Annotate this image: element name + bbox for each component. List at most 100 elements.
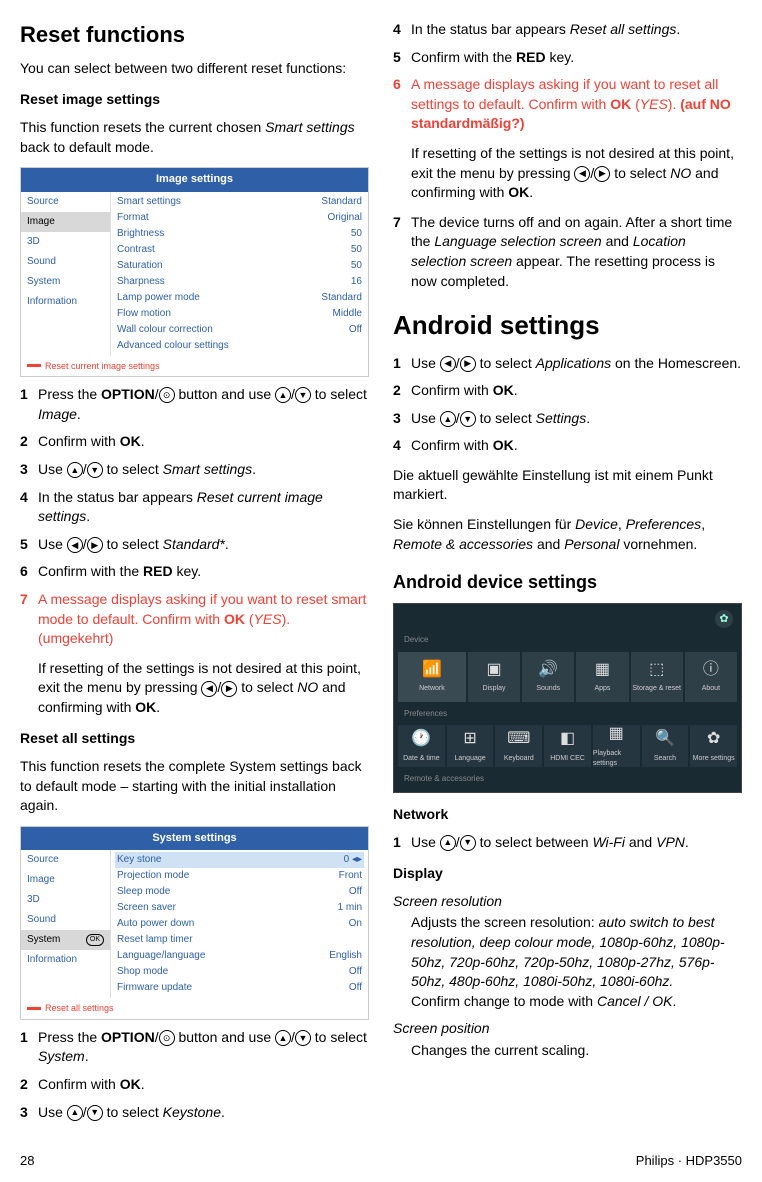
page-columns: Reset functions You can select between t… — [20, 20, 742, 1132]
android-tile: ⊞ Language — [447, 725, 494, 767]
tile-label: About — [702, 684, 720, 694]
screen-position-block: Screen position Changes the current scal… — [411, 1019, 742, 1060]
panel-setting-row: Wall colour correctionOff — [115, 322, 364, 338]
android-pref-label: Preferences — [398, 704, 737, 723]
steps-reset-all-cont: 4In the status bar appears Reset all set… — [393, 20, 742, 134]
tile-label: Language — [455, 754, 486, 764]
panel-setting-row: Reset lamp timer — [115, 932, 364, 948]
up-arrow-icon: ▲ — [67, 462, 83, 478]
intro-text: You can select between two different res… — [20, 59, 369, 79]
option-icon: ⊙ — [159, 1030, 175, 1046]
tile-label: Keyboard — [504, 754, 534, 764]
panel-setting-row: FormatOriginal — [115, 210, 364, 226]
panel-setting-row: Flow motionMiddle — [115, 306, 364, 322]
tile-icon: ▦ — [609, 723, 624, 745]
panel-menu-item: System — [21, 272, 110, 292]
panel-left-menu: SourceImage3DSoundSystemInformation — [21, 192, 111, 356]
panel-setting-row: Brightness50 — [115, 226, 364, 242]
note-reset-image: If resetting of the settings is not desi… — [38, 659, 369, 718]
left-arrow-icon: ◀ — [440, 356, 456, 372]
panel-footer: Reset all settings — [21, 998, 368, 1019]
panel-menu-item: Source — [21, 192, 110, 212]
down-arrow-icon: ▼ — [295, 1030, 311, 1046]
panel-setting-row: Auto power downOn — [115, 916, 364, 932]
tile-label: Apps — [594, 684, 610, 694]
panel-menu-item: Sound — [21, 252, 110, 272]
up-arrow-icon: ▲ — [275, 1030, 291, 1046]
steps-android: 1Use ◀/▶ to select Applications on the H… — [393, 354, 742, 456]
panel-setting-row: Firmware updateOff — [115, 980, 364, 996]
heading-android-settings: Android settings — [393, 307, 742, 343]
down-arrow-icon: ▼ — [295, 387, 311, 403]
display-heading: Display — [393, 864, 742, 884]
up-arrow-icon: ▲ — [275, 387, 291, 403]
network-heading: Network — [393, 805, 742, 825]
android-tile: ⌨ Keyboard — [495, 725, 542, 767]
screen-resolution-block: Screen resolution Adjusts the screen res… — [411, 892, 742, 1012]
panel-menu-item: SystemOK — [21, 930, 110, 950]
panel-setting-row: Shop modeOff — [115, 964, 364, 980]
panel-right-rows: Key stone0 ◂▸Projection modeFrontSleep m… — [111, 850, 368, 998]
panel-header: System settings — [21, 827, 368, 850]
tile-icon: ▣ — [486, 659, 501, 681]
panel-menu-item: Image — [21, 212, 110, 232]
subhead-reset-all: Reset all settings — [20, 729, 369, 749]
down-arrow-icon: ▼ — [87, 1105, 103, 1121]
android-device-tiles: 📶Network▣Display🔊Sounds▦Apps⬚Storage & r… — [398, 652, 737, 702]
tile-icon: ⊞ — [463, 728, 476, 750]
tile-label: Playback settings — [593, 749, 640, 769]
panel-setting-row: Smart settingsStandard — [115, 194, 364, 210]
ok-icon: OK — [86, 934, 104, 946]
android-tile: ⬚ Storage & reset — [631, 652, 683, 702]
right-arrow-icon: ▶ — [87, 537, 103, 553]
page-footer: 28 Philips · HDP3550 — [20, 1152, 742, 1170]
para-german-2: Sie können Einstellungen für Device, Pre… — [393, 515, 742, 554]
gear-icon: ✿ — [715, 610, 733, 628]
panel-setting-row: Projection modeFront — [115, 868, 364, 884]
tile-icon: ⌨ — [507, 728, 530, 750]
tile-icon: ◧ — [560, 728, 575, 750]
down-arrow-icon: ▼ — [460, 411, 476, 427]
panel-menu-item: Information — [21, 950, 110, 970]
panel-left-menu: SourceImage3DSoundSystemOKInformation — [21, 850, 111, 998]
left-arrow-icon: ◀ — [574, 166, 590, 182]
tile-label: Sounds — [536, 684, 560, 694]
tile-icon: ⬚ — [649, 659, 664, 681]
panel-header: Image settings — [21, 168, 368, 191]
android-tile: 🔊 Sounds — [522, 652, 574, 702]
left-column: Reset functions You can select between t… — [20, 20, 369, 1132]
tile-label: Date & time — [403, 754, 440, 764]
panel-setting-row: Key stone0 ◂▸ — [115, 852, 364, 868]
tile-icon: 🔊 — [538, 659, 558, 681]
right-arrow-icon: ▶ — [221, 681, 237, 697]
panel-setting-row: Screen saver1 min — [115, 900, 364, 916]
panel-menu-item: 3D — [21, 890, 110, 910]
android-tile: ▦ Playback settings — [593, 725, 640, 767]
right-arrow-icon: ▶ — [594, 166, 610, 182]
panel-setting-row: Language/languageEnglish — [115, 948, 364, 964]
para-reset-image: This function resets the current chosen … — [20, 118, 369, 157]
heading-reset-functions: Reset functions — [20, 20, 369, 51]
panel-menu-item: Source — [21, 850, 110, 870]
panel-setting-row: Saturation50 — [115, 258, 364, 274]
steps-reset-all: 1 Press the OPTION/⊙ button and use ▲/▼ … — [20, 1028, 369, 1122]
panel-menu-item: Sound — [21, 910, 110, 930]
image-settings-panel: Image settings SourceImage3DSoundSystemI… — [20, 167, 369, 377]
para-german-1: Die aktuell gewählte Einstellung ist mit… — [393, 466, 742, 505]
android-tile: 🔍Search — [642, 725, 689, 767]
panel-setting-row: Advanced colour settings — [115, 338, 364, 354]
tile-label: Search — [654, 754, 676, 764]
steps-network: 1Use ▲/▼ to select between Wi-Fi and VPN… — [393, 833, 742, 853]
tile-label: Network — [419, 684, 445, 694]
tile-icon: 📶 — [422, 659, 442, 681]
right-arrow-icon: ▶ — [460, 356, 476, 372]
right-column: 4In the status bar appears Reset all set… — [393, 20, 742, 1132]
brand-label: Philips · HDP3550 — [636, 1152, 742, 1170]
note-reset-all: If resetting of the settings is not desi… — [411, 144, 742, 203]
android-device-label: Device — [398, 630, 737, 649]
tile-label: Storage & reset — [632, 684, 681, 694]
red-dash-icon — [27, 364, 41, 367]
tile-icon: ▦ — [595, 659, 610, 681]
down-arrow-icon: ▼ — [87, 462, 103, 478]
system-settings-panel: System settings SourceImage3DSoundSystem… — [20, 826, 369, 1020]
